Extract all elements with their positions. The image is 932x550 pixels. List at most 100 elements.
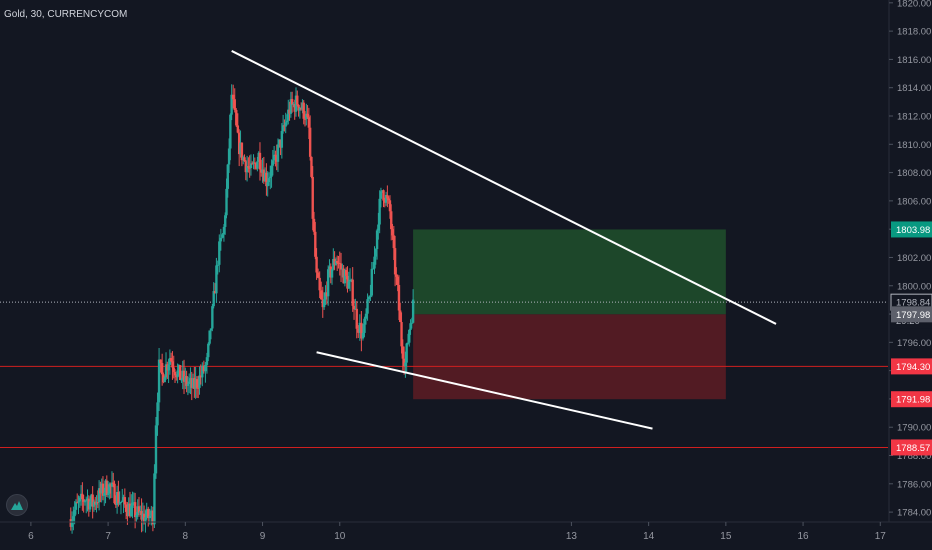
price-label: 1798.84 [896,298,930,309]
candle-body [302,102,305,119]
candle-body [363,318,366,333]
candle-body [367,296,371,300]
candle-body [314,231,317,257]
candle-body [290,99,294,105]
lower-trendline [316,351,653,430]
candle-body [77,501,80,503]
candle-body [82,499,85,502]
candle-body [354,308,357,310]
candle-body [168,358,172,365]
candle-body [124,504,128,512]
tradingview-logo[interactable] [6,494,28,516]
candle-body [209,328,213,331]
candle-body [221,234,224,238]
candle-body [115,491,119,505]
candle-body [411,299,415,323]
time-tick-label: 8 [183,531,189,542]
candle-body [101,483,105,496]
candle-body [296,95,299,105]
candle-body [271,160,275,166]
candle-body [239,142,242,155]
candle-body [355,308,358,329]
candle-body [176,370,179,378]
candle-body [257,152,260,162]
candle-body [352,305,356,310]
candle-body [405,343,408,363]
candle-body [235,110,238,126]
candle-body [324,292,327,300]
candle-body [242,157,245,161]
candle-body [388,200,392,212]
candle-body [157,359,161,403]
candle-body [229,114,232,149]
candle-body [94,501,97,505]
price-tick-label: 1800.00 [897,281,931,292]
candle-body [377,224,380,231]
candle-body [156,402,159,426]
candle-body [280,131,284,148]
candle-body [88,501,92,510]
price-tick-label: 1796.00 [897,338,931,349]
candle-body [78,497,81,502]
candle-body [180,379,183,381]
candle-body [332,258,335,270]
candle-body [132,502,136,504]
candle-body [341,268,344,270]
candle-body [103,492,106,496]
candle-body [224,215,227,227]
candle-body [386,194,389,199]
candle-body [231,94,235,100]
candle-body [212,291,215,307]
candle-body [343,270,347,284]
candle-body [392,235,396,249]
candle-body [227,148,231,165]
candle-body [164,364,168,378]
candle-body [299,108,303,110]
candle-body [213,291,217,294]
candle-body [216,264,219,266]
time-tick-label: 14 [643,531,655,542]
candle-body [86,498,89,501]
candle-body [95,501,98,505]
candle-body [294,95,298,112]
candle-body [387,198,390,201]
candle-body [169,358,173,362]
price-tick-label: 1790.00 [897,423,931,434]
candle-body [136,506,139,516]
candle-body [137,506,141,513]
candle-body [70,520,74,527]
candle-body [263,172,267,182]
candle-body [326,269,330,297]
candle-body [288,109,291,114]
candle-body [287,109,290,121]
candle-body [130,505,133,517]
price-label: 1791.98 [896,395,930,406]
candle-body [249,163,253,168]
candle-body [335,261,339,263]
time-tick-label: 6 [28,531,34,542]
candle-body [182,370,186,382]
candle-body [225,188,228,216]
candle-body [275,155,278,162]
candle-body [361,332,365,339]
candle-body [334,261,338,265]
candle-body [395,274,398,277]
candle-body [256,161,259,169]
time-tick-label: 16 [797,531,809,542]
candle-body [381,190,384,192]
candle-body [193,378,196,389]
candle-body [97,488,101,503]
candle-body [339,263,343,270]
candle-body [122,497,125,501]
candle-body [333,258,336,265]
candle-body [276,144,280,162]
candle-body [297,104,300,111]
upper-trendline [231,50,777,325]
candle-body [73,509,76,517]
symbol-title[interactable]: Gold, 30, CURRENCYCOM [4,9,128,20]
price-label: 1794.30 [896,362,930,373]
candle-body [253,162,257,164]
candle-body [167,364,170,371]
candle-body [410,322,414,324]
